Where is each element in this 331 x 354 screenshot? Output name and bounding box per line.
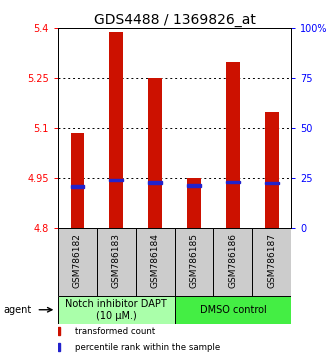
Bar: [58, 327, 60, 335]
Bar: [187, 178, 201, 228]
Bar: [110, 179, 123, 181]
Bar: [174, 228, 213, 296]
Bar: [213, 228, 252, 296]
Text: GSM786185: GSM786185: [190, 233, 199, 288]
Text: GSM786183: GSM786183: [112, 233, 121, 288]
Bar: [226, 62, 240, 228]
Title: GDS4488 / 1369826_at: GDS4488 / 1369826_at: [94, 13, 256, 27]
Text: GSM786182: GSM786182: [73, 233, 82, 288]
Text: GSM786186: GSM786186: [228, 233, 237, 288]
Bar: [148, 182, 162, 184]
Bar: [174, 296, 291, 324]
Bar: [148, 78, 162, 228]
Text: transformed count: transformed count: [75, 327, 156, 336]
Text: GSM786187: GSM786187: [267, 233, 276, 288]
Bar: [265, 112, 279, 228]
Text: agent: agent: [3, 305, 31, 315]
Bar: [58, 343, 60, 351]
Bar: [97, 228, 136, 296]
Bar: [252, 228, 291, 296]
Text: Notch inhibitor DAPT
(10 μM.): Notch inhibitor DAPT (10 μM.): [66, 299, 167, 321]
Bar: [226, 181, 240, 183]
Text: DMSO control: DMSO control: [200, 305, 266, 315]
Bar: [187, 184, 201, 187]
Bar: [265, 182, 279, 184]
Bar: [71, 185, 84, 188]
Bar: [58, 296, 174, 324]
Bar: [58, 228, 97, 296]
Bar: [110, 32, 123, 228]
Bar: [71, 133, 84, 228]
Text: percentile rank within the sample: percentile rank within the sample: [75, 343, 221, 352]
Text: GSM786184: GSM786184: [151, 233, 160, 288]
Bar: [136, 228, 174, 296]
